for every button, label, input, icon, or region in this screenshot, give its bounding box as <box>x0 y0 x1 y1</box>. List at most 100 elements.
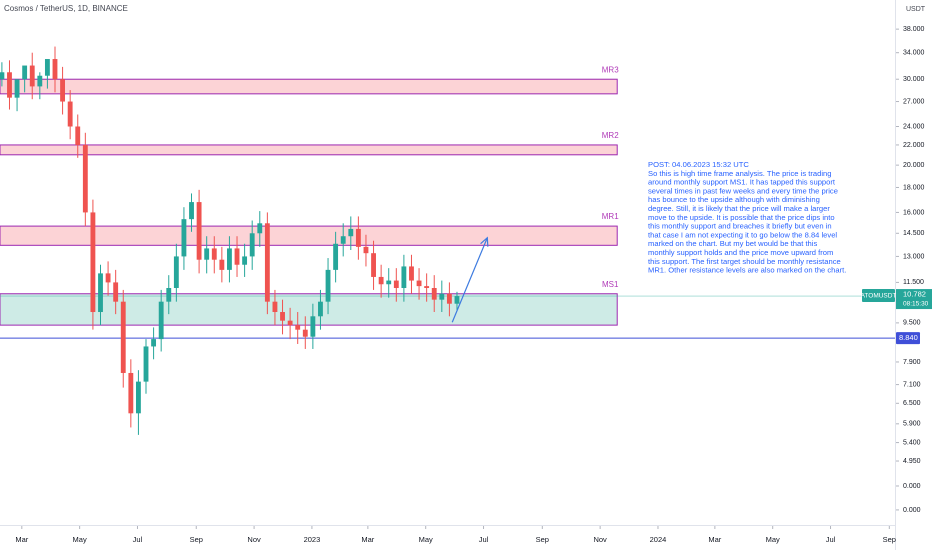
candle-body <box>272 301 278 313</box>
y-tick-label: 30.000 <box>903 76 925 83</box>
candle-body <box>135 381 141 414</box>
level-label: 8.840 <box>899 333 918 342</box>
price-badge <box>896 289 932 310</box>
candle-body <box>446 293 452 304</box>
candle-body <box>401 266 407 289</box>
candle-body <box>120 301 126 373</box>
candle-body <box>264 223 270 302</box>
candle-body <box>211 248 217 260</box>
y-tick-label: 34.000 <box>903 50 925 57</box>
candle-body <box>280 312 285 321</box>
candle-body <box>75 126 81 145</box>
symbol-label: ATOMUSDT <box>861 292 897 299</box>
candle-body <box>151 339 157 347</box>
zone-label: MR2 <box>602 131 619 140</box>
x-tick-label: Jul <box>826 535 836 544</box>
x-tick-label: 2024 <box>650 535 667 544</box>
candle-body <box>393 280 399 289</box>
candle-body <box>0 72 5 80</box>
x-tick-label: Sep <box>536 535 549 544</box>
zone-label: MR1 <box>602 212 619 221</box>
candle-body <box>189 202 194 220</box>
candle-body <box>105 273 111 283</box>
y-tick-label: 0.000 <box>903 483 921 490</box>
x-tick-label: Jul <box>479 535 489 544</box>
annotation-line: move to the upside. It is possible that … <box>648 213 835 222</box>
annotation-line: around monthly support MS1. It has tappe… <box>648 178 836 187</box>
x-tick-label: May <box>419 535 433 544</box>
x-tick-label: Mar <box>15 535 28 544</box>
annotation-line: degree. Still, it is likely that the pri… <box>648 204 830 213</box>
candle-body <box>340 236 346 244</box>
annotation-line: this monthly support and breaches it bri… <box>648 222 832 231</box>
candle-body <box>219 259 225 270</box>
candle-body <box>371 253 376 277</box>
candle-body <box>14 79 20 98</box>
candle-body <box>143 346 149 382</box>
annotation-line: So this is high time frame analysis. The… <box>648 169 831 178</box>
level-badge <box>896 332 920 345</box>
y-tick-label: 13.000 <box>903 253 925 260</box>
candle-body <box>67 101 73 127</box>
candle-body <box>249 233 255 257</box>
annotation-line: MR1. Other resistance levels are also ma… <box>648 266 846 275</box>
candle-body <box>98 273 103 313</box>
y-tick-label: 22.000 <box>903 142 925 149</box>
x-tick-label: May <box>766 535 780 544</box>
y-tick-label: 4.950 <box>903 458 921 465</box>
zone-box <box>0 78 618 95</box>
candle-body <box>181 219 187 257</box>
candle-body <box>52 59 58 80</box>
candle-body <box>82 144 88 213</box>
candle-body <box>454 296 460 304</box>
x-tick-label: Mar <box>361 535 374 544</box>
y-tick-label: 16.000 <box>903 209 925 216</box>
candle-body <box>22 65 28 80</box>
candle-body <box>166 288 172 302</box>
y-tick-label: 9.500 <box>903 320 921 327</box>
x-tick-label: Mar <box>708 535 721 544</box>
y-tick-label: 6.500 <box>903 400 921 407</box>
candle-body <box>29 65 35 87</box>
candle-body <box>173 256 179 289</box>
candle-body <box>431 288 437 300</box>
x-tick-label: Nov <box>593 535 607 544</box>
candle-body <box>378 276 384 285</box>
candle-body <box>44 59 50 76</box>
annotation-line: this support. The first target should be… <box>648 257 841 266</box>
y-tick-label: 7.900 <box>903 359 921 366</box>
plot-area: MR3 MR2 MR1 MS1 POST: 04.06.2023 15:32 UTCSo… <box>0 46 895 435</box>
symbol-badge <box>862 289 895 303</box>
y-tick-label: 5.400 <box>903 439 921 446</box>
y-tick-label: 11.500 <box>903 279 924 286</box>
y-tick-label: 24.000 <box>903 123 925 130</box>
candle-body <box>348 228 354 237</box>
candle-body <box>257 223 263 234</box>
x-tick-label: May <box>73 535 87 544</box>
x-tick-label: 2023 <box>304 535 321 544</box>
candle-body <box>90 212 96 313</box>
candle-body <box>333 243 339 270</box>
zone-box <box>0 144 618 156</box>
y-tick-label: 7.100 <box>903 381 921 388</box>
annotation-line: marked on the chart. But my bet would be… <box>648 239 817 248</box>
candle-body <box>363 246 369 254</box>
annotation-line: POST: 04.06.2023 15:32 UTC <box>648 160 749 169</box>
y-tick-label: 0.000 <box>903 507 921 514</box>
candle-body <box>310 316 316 337</box>
arrow-line <box>451 237 488 323</box>
y-tick-label: 20.000 <box>903 162 925 169</box>
candle-body <box>113 282 119 302</box>
annotation-line: has bounce to the upside although with d… <box>648 195 820 204</box>
candle-body <box>37 75 43 87</box>
candle-body <box>318 301 323 317</box>
zone-label: MS1 <box>602 280 619 289</box>
candle-body <box>60 79 66 102</box>
x-tick-label: Sep <box>883 535 896 544</box>
candle-body <box>234 248 240 265</box>
candle-body <box>7 72 12 98</box>
arrow-head <box>480 236 489 247</box>
annotation-line: that case I am not expecting it to go be… <box>648 230 837 239</box>
